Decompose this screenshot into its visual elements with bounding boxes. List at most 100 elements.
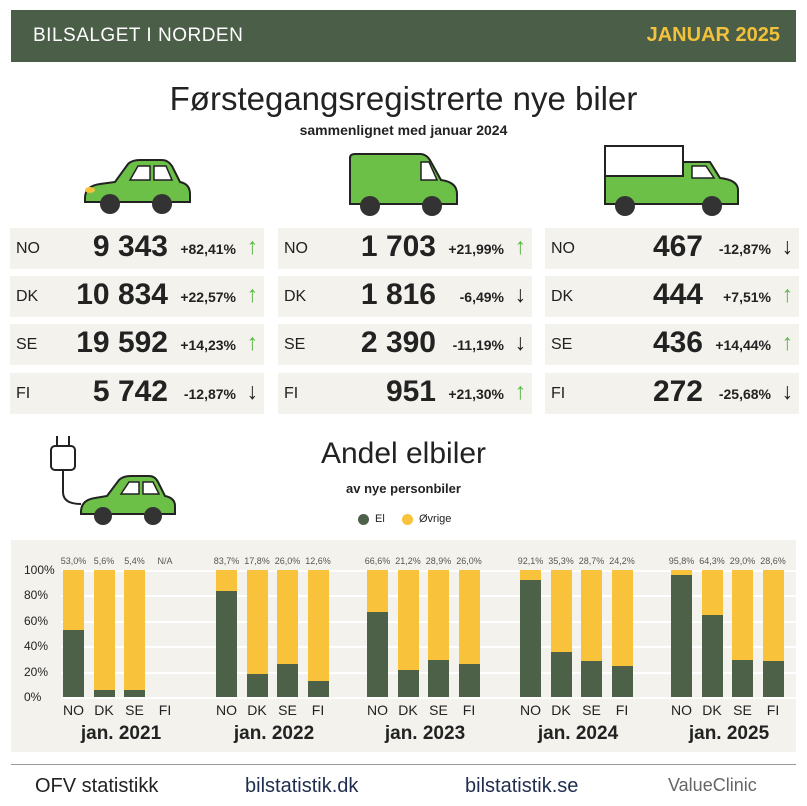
data-label: 5,6%: [93, 556, 115, 566]
change-percent: +22,57%: [180, 289, 236, 305]
registration-count: 19 592: [76, 326, 168, 359]
data-label: 66,6%: [364, 556, 391, 566]
category-label: NO: [520, 702, 541, 718]
category-label: NO: [671, 702, 692, 718]
stat-row: DK 1 816 -6,49% ↓: [278, 276, 532, 317]
data-label: 64,3%: [699, 556, 725, 566]
y-tick-label: 40%: [24, 639, 49, 654]
registration-count: 1 816: [360, 278, 436, 311]
category-label: FI: [158, 702, 172, 718]
header-date: JANUAR 2025: [646, 24, 780, 46]
data-label: 21,2%: [395, 556, 421, 566]
country-code: DK: [284, 288, 307, 305]
category-label: FI: [311, 702, 325, 718]
bar-el: [762, 660, 784, 697]
bar-el: [124, 690, 145, 697]
registration-count: 951: [385, 375, 436, 408]
category-label: SE: [278, 702, 297, 718]
category-label: DK: [247, 702, 267, 718]
bar-el: [63, 629, 84, 697]
category-label: NO: [367, 702, 388, 718]
header-banner: BILSALGET I NORDEN JANUAR 2025: [11, 10, 796, 62]
bar-ovrige: [307, 570, 329, 697]
arrow-down-icon: ↓: [514, 281, 527, 307]
arrow-up-icon: ↑: [246, 281, 259, 307]
bar-el: [216, 590, 237, 697]
group-label: jan. 2024: [537, 723, 619, 744]
stat-row: FI 951 +21,30% ↑: [278, 373, 532, 414]
bar-el: [277, 663, 298, 697]
legend-swatch-ovrige: [402, 514, 413, 525]
stat-row: FI 5 742 -12,87% ↓: [10, 373, 264, 414]
stat-row: SE 2 390 -11,19% ↓: [278, 324, 532, 365]
car-icon: [84, 159, 191, 214]
country-code: NO: [284, 240, 308, 257]
data-label: 53,0%: [60, 556, 87, 566]
legend-swatch-el: [358, 514, 369, 525]
stat-row: SE 19 592 +14,23% ↑: [10, 324, 264, 365]
category-label: NO: [63, 702, 84, 718]
registration-count: 436: [652, 326, 703, 359]
change-percent: -11,19%: [452, 337, 504, 353]
bilstatistik-se-logo: bilstatistik.se: [465, 775, 579, 797]
stat-row: FI 272 -25,68% ↓: [545, 373, 799, 414]
header-title: BILSALGET I NORDEN: [33, 25, 244, 46]
bar-el: [93, 689, 115, 697]
data-label: 24,2%: [609, 556, 635, 566]
arrow-up-icon: ↑: [514, 378, 527, 404]
category-label: DK: [551, 702, 571, 718]
data-label: 17,8%: [244, 556, 270, 566]
change-percent: +14,23%: [180, 337, 236, 353]
data-label: 35,3%: [548, 556, 574, 566]
data-label: 5,4%: [124, 556, 145, 566]
registration-count: 10 834: [76, 278, 168, 311]
stat-row: DK 444 +7,51% ↑: [545, 276, 799, 317]
category-label: SE: [733, 702, 752, 718]
data-label: 83,7%: [213, 556, 240, 566]
y-tick-label: 20%: [24, 664, 49, 679]
chart-subtitle: av nye personbiler: [346, 481, 461, 496]
change-percent: -12,87%: [718, 241, 771, 257]
country-code: FI: [551, 385, 566, 402]
registration-count: 272: [652, 375, 703, 408]
stat-row: NO 467 -12,87% ↓: [545, 228, 799, 269]
group-label: jan. 2021: [80, 723, 162, 744]
ev-car-plug-icon: [50, 436, 176, 525]
bar-el: [367, 612, 388, 697]
bar-ovrige: [611, 570, 633, 697]
data-label: 92,1%: [517, 556, 544, 566]
category-label: SE: [582, 702, 601, 718]
arrow-up-icon: ↑: [781, 329, 794, 355]
change-percent: +21,99%: [448, 241, 504, 257]
y-tick-label: 80%: [24, 588, 49, 603]
bar-el: [520, 580, 541, 697]
category-label: DK: [94, 702, 114, 718]
bar-ovrige: [397, 570, 419, 697]
arrow-down-icon: ↓: [781, 233, 794, 259]
stat-row: NO 1 703 +21,99% ↑: [278, 228, 532, 269]
change-percent: +21,30%: [448, 386, 504, 402]
category-label: NO: [216, 702, 237, 718]
registration-count: 9 343: [92, 230, 168, 263]
country-code: DK: [551, 288, 574, 305]
data-label: 28,6%: [760, 556, 786, 566]
bar-ovrige: [246, 570, 268, 697]
legend-label-ovrige: Øvrige: [419, 513, 452, 525]
chart-panel: 100% 80% 60% 40% 20% 0% 53,0% NO 5,6% DK 5,4% SE N/A…: [11, 540, 801, 752]
country-code: NO: [551, 240, 575, 257]
bar-el: [581, 660, 602, 697]
arrow-up-icon: ↑: [781, 281, 794, 307]
data-label: 12,6%: [305, 556, 331, 566]
country-code: NO: [16, 240, 40, 257]
arrow-down-icon: ↓: [781, 378, 794, 404]
truck-icon: [604, 145, 739, 216]
group-label: jan. 2025: [688, 723, 770, 744]
category-label: SE: [125, 702, 144, 718]
bar-el: [397, 670, 419, 697]
page-subtitle: sammenlignet med januar 2024: [299, 122, 508, 138]
change-percent: -12,87%: [183, 386, 236, 402]
van-icon: [349, 153, 458, 216]
bilstatistik-dk-logo: bilstatistik.dk: [245, 775, 359, 797]
change-percent: -25,68%: [718, 386, 771, 402]
bar-el: [550, 652, 572, 697]
